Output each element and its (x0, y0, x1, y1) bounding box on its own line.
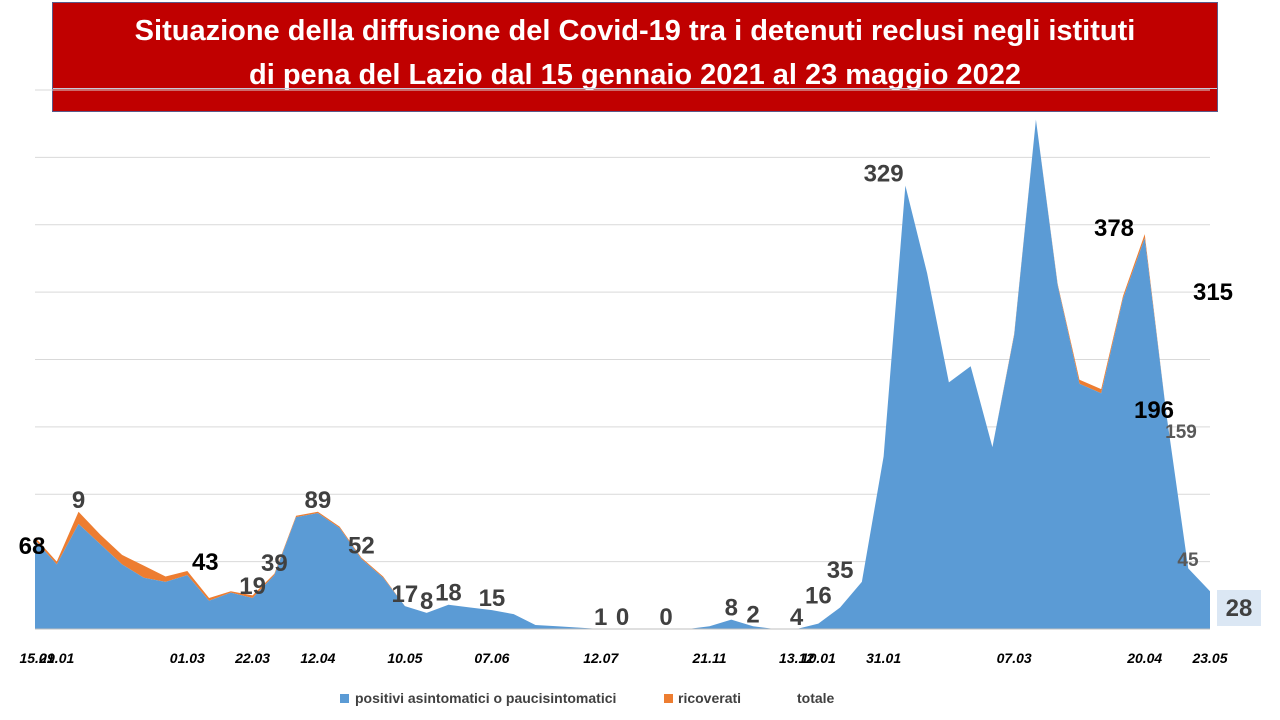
legend-swatch-positivi (340, 694, 349, 703)
data-label: 16 (805, 582, 832, 609)
data-label: 1 (594, 604, 607, 631)
legend: positivi asintomatici o paucisintomatici… (0, 686, 1280, 710)
x-tick-label: 15.01 (19, 650, 54, 666)
x-tick-label: 07.06 (474, 650, 509, 666)
data-label: 28 (1226, 595, 1253, 622)
x-tick-label: 13.12 (779, 650, 814, 666)
data-label: 52 (348, 533, 375, 560)
x-tick-label: 10.05 (387, 650, 422, 666)
data-label: 2 (746, 601, 759, 628)
legend-label-totale: totale (797, 690, 835, 706)
x-tick-label: 29.01 (38, 650, 74, 666)
data-label: 19 (239, 573, 266, 600)
data-label: 9 (72, 487, 85, 514)
x-tick-label: 01.03 (170, 650, 205, 666)
data-label: 0 (616, 604, 629, 631)
x-tick-label: 12.07 (583, 650, 619, 666)
data-label: 4 (790, 604, 804, 631)
data-label-box (1217, 590, 1261, 626)
data-label: 8 (725, 595, 738, 622)
x-tick-label: 31.01 (866, 650, 901, 666)
data-label: 43 (192, 549, 219, 576)
legend-swatch-ricoverati (664, 694, 673, 703)
data-label: 68 (19, 533, 46, 560)
x-tick-label: 23.05 (1191, 650, 1227, 666)
data-label: 315 (1193, 279, 1233, 306)
area-ricoverati (35, 119, 1210, 630)
legend-label-ricoverati: ricoverati (678, 690, 742, 706)
area-positivi (35, 119, 1210, 630)
data-label: 196 (1134, 397, 1174, 424)
data-label: 45 (1177, 550, 1199, 571)
data-label: 35 (827, 557, 854, 584)
data-label: 17 (392, 581, 419, 608)
data-label: 39 (261, 550, 288, 577)
x-tick-label: 12.04 (300, 650, 335, 666)
legend-label-positivi: positivi asintomatici o paucisintomatici (355, 690, 617, 706)
x-tick-label: 20.04 (1126, 650, 1162, 666)
data-label: 329 (864, 161, 904, 188)
data-label: 159 (1165, 422, 1197, 443)
data-label: 0 (659, 604, 672, 631)
data-label: 8 (420, 588, 433, 615)
data-label: 378 (1094, 215, 1134, 242)
x-tick-label: 10.01 (801, 650, 836, 666)
chart-title: Situazione della diffusione del Covid-19… (134, 15, 1136, 91)
data-label: 15 (479, 585, 506, 612)
data-label: 18 (435, 580, 462, 607)
data-label: 89 (305, 487, 332, 514)
x-tick-label: 07.03 (997, 650, 1032, 666)
chart-title-box: Situazione della diffusione del Covid-19… (52, 2, 1218, 112)
title-divider (53, 88, 1217, 89)
x-tick-label: 21.11 (692, 650, 727, 666)
x-tick-label: 22.03 (234, 650, 270, 666)
